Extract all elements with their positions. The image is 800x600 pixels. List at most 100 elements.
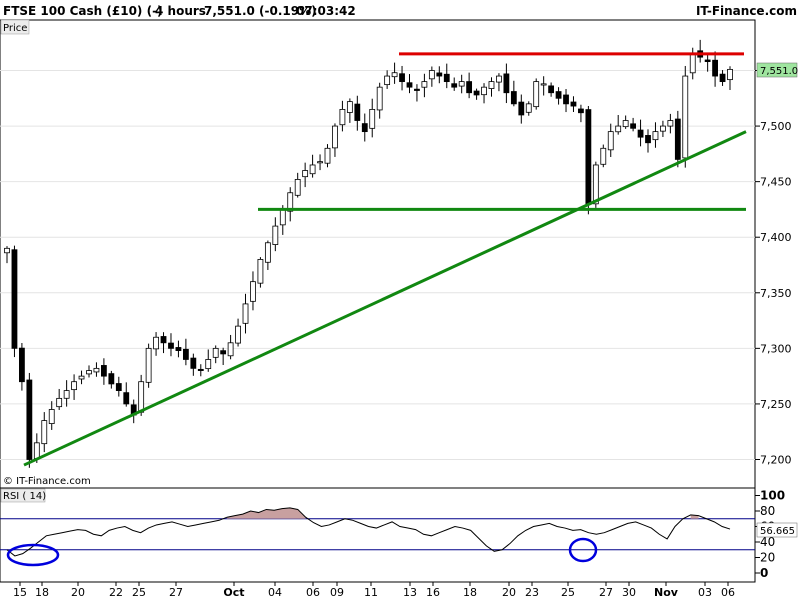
candle <box>563 89 569 113</box>
candle-body <box>175 347 182 351</box>
candle <box>48 401 55 430</box>
candle-body <box>674 118 681 160</box>
candle <box>115 376 122 397</box>
candle-body <box>727 68 733 81</box>
candle-body <box>205 359 212 370</box>
candle-body <box>19 347 25 383</box>
candle <box>600 144 607 168</box>
candle <box>19 342 25 391</box>
candle <box>727 66 733 90</box>
rsi-oversold-highlight-left <box>6 543 60 567</box>
candle <box>384 70 391 89</box>
candle <box>332 123 338 157</box>
rsi-line <box>6 507 731 557</box>
candle <box>667 113 674 134</box>
candle <box>399 65 405 91</box>
x-tick-label: 06 <box>721 586 735 599</box>
candle <box>197 364 204 377</box>
candle <box>376 82 383 119</box>
x-tick-label: 23 <box>525 586 539 599</box>
x-tick-label: 11 <box>364 586 378 599</box>
rsi-oversold-highlight-right <box>568 537 598 563</box>
candle-body <box>630 123 637 129</box>
candle-body <box>264 242 271 263</box>
candle-body <box>563 94 569 105</box>
candle <box>145 343 152 388</box>
candle <box>645 129 651 153</box>
rsi-group <box>0 507 755 567</box>
candle-body <box>488 81 495 89</box>
x-tick-label: 13 <box>403 586 417 599</box>
x-tick-label: 27 <box>599 586 613 599</box>
rsi-panel-label-box <box>0 488 46 503</box>
candle <box>339 100 346 132</box>
price-y-tick-label: 7,300 <box>760 342 792 355</box>
candle-body <box>481 86 487 96</box>
x-tick-label: 30 <box>622 586 636 599</box>
x-tick-label: 04 <box>268 586 282 599</box>
candle <box>406 74 413 94</box>
candle-body <box>182 348 189 360</box>
candle-body <box>682 75 689 159</box>
candle <box>555 87 562 105</box>
candle <box>235 318 241 347</box>
candle <box>540 76 547 96</box>
x-tick-label: 25 <box>132 586 146 599</box>
x-tick-label: 18 <box>463 586 477 599</box>
candle-body <box>585 109 592 205</box>
candle <box>294 172 301 198</box>
candle <box>525 101 532 116</box>
candle <box>548 82 555 97</box>
candle-body <box>71 381 77 391</box>
candle <box>451 77 458 91</box>
x-tick-label: 16 <box>426 586 440 599</box>
candle <box>56 388 63 410</box>
candle-body <box>56 397 63 408</box>
candle-body <box>93 367 100 373</box>
candle <box>287 187 294 222</box>
header-instrument: FTSE 100 Cash (£10) (-) <box>3 4 163 18</box>
x-tick-label: 06 <box>306 586 320 599</box>
candle <box>41 412 48 453</box>
candle-body <box>168 342 174 349</box>
price-y-tick-label: 7,350 <box>760 287 792 300</box>
candle-body <box>138 381 145 413</box>
candles-group <box>4 39 733 468</box>
candle-body <box>160 336 167 344</box>
candle-body <box>115 383 122 391</box>
candle-body <box>637 129 644 138</box>
rsi-y-tick-label: 0 <box>760 566 768 580</box>
candle-body <box>578 108 584 114</box>
x-tick-label: 03 <box>698 586 712 599</box>
candle <box>630 117 637 132</box>
candle-body <box>346 101 353 113</box>
candle <box>220 347 227 365</box>
x-tick-label: Nov <box>654 586 679 599</box>
candle-body <box>660 125 666 132</box>
rsi-badge: 56.665 <box>760 526 795 537</box>
candle <box>488 77 495 97</box>
candle-body <box>615 125 622 133</box>
rsi-panel-frame <box>0 487 756 583</box>
rsi-y-tick-label: 80 <box>760 504 775 518</box>
rsi-badge-box <box>756 522 798 538</box>
candle-body <box>302 170 309 178</box>
price-y-tick-label: 7,250 <box>760 398 792 411</box>
candle <box>704 54 711 72</box>
candle <box>503 63 510 104</box>
candle <box>346 98 353 123</box>
price-badge: 7,551.0 <box>760 66 798 77</box>
candle-body <box>287 192 294 212</box>
candle-body <box>235 325 241 344</box>
candle <box>86 365 92 378</box>
candle <box>324 144 331 168</box>
candle-body <box>242 303 249 324</box>
candle-body <box>592 164 599 205</box>
candle-body <box>555 91 562 99</box>
candle <box>496 73 502 92</box>
candle-body <box>473 90 480 96</box>
candle-body <box>384 75 391 86</box>
x-tick-label: 22 <box>109 586 123 599</box>
